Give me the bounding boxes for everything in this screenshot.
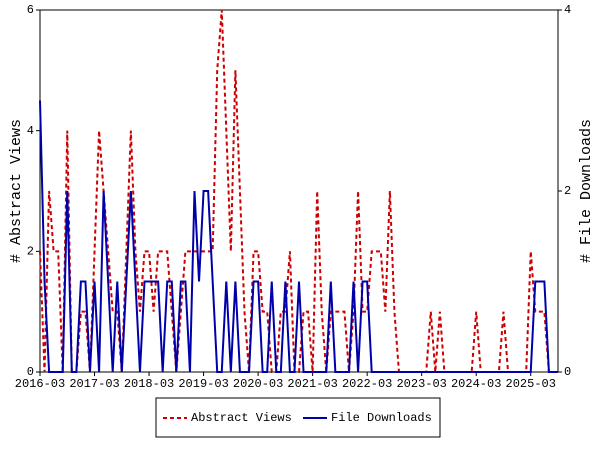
x-tick-label: 2025-03 xyxy=(506,377,556,391)
series-line xyxy=(39,9,558,373)
y-axis-label: # Abstract Views xyxy=(8,119,25,263)
y-tick-label: 2 xyxy=(27,245,34,259)
x-tick-label: 2018-03 xyxy=(124,377,174,391)
y-tick-label: 0 xyxy=(27,365,34,379)
y-tick-label: 4 xyxy=(27,124,34,138)
x-tick-label: 2024-03 xyxy=(451,377,501,391)
y2-axis-label: # File Downloads xyxy=(578,119,595,263)
y2-tick-label: 2 xyxy=(564,184,571,198)
legend-label: File Downloads xyxy=(331,411,432,425)
y2-tick-label: 0 xyxy=(564,365,571,379)
x-tick-label: 2019-03 xyxy=(178,377,228,391)
x-tick-label: 2017-03 xyxy=(69,377,119,391)
x-tick-label: 2020-03 xyxy=(233,377,283,391)
x-tick-label: 2022-03 xyxy=(342,377,392,391)
x-tick-label: 2023-03 xyxy=(396,377,446,391)
x-tick-label: 2016-03 xyxy=(15,377,65,391)
legend xyxy=(155,397,441,438)
x-tick-label: 2021-03 xyxy=(287,377,337,391)
y2-tick-label: 4 xyxy=(564,3,571,17)
series-line xyxy=(39,100,558,373)
y-tick-label: 6 xyxy=(27,3,34,17)
legend-label: Abstract Views xyxy=(191,411,292,425)
